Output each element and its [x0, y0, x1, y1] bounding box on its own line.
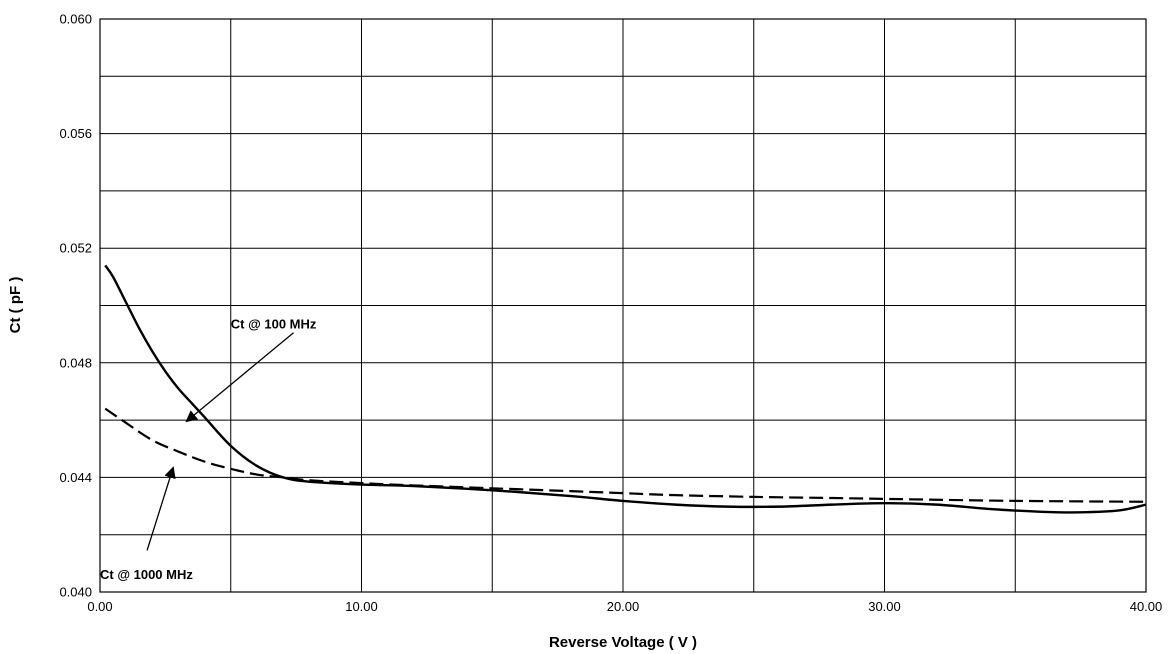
x-axis-tick-labels: 0.00 10.00 20.00 30.00 40.00 [87, 599, 1162, 614]
annotation-label-a1000: Ct @ 1000 MHz [100, 567, 193, 582]
y-axis-title: Ct ( pF ) [7, 277, 24, 334]
x-tick-label: 10.00 [345, 599, 378, 614]
annotations: Ct @ 100 MHz Ct @ 1000 MHz [100, 316, 317, 582]
y-tick-label: 0.056 [59, 126, 92, 141]
x-tick-label: 20.00 [607, 599, 640, 614]
y-tick-label: 0.048 [59, 355, 92, 370]
x-tick-label: 0.00 [87, 599, 112, 614]
x-tick-label: 30.00 [868, 599, 901, 614]
y-tick-label: 0.040 [59, 585, 92, 600]
x-axis-title: Reverse Voltage ( V ) [549, 634, 697, 651]
y-axis-tick-labels: 0.040 0.044 0.048 0.052 0.056 0.060 [59, 12, 92, 600]
annotation-arrow-a1000 [146, 466, 176, 551]
y-tick-label: 0.060 [59, 12, 92, 27]
series-group [104, 264, 1147, 514]
series-line-s1000 [104, 407, 1147, 503]
plot-frame [99, 18, 1147, 593]
x-tick-label: 40.00 [1130, 599, 1163, 614]
y-tick-label: 0.044 [59, 470, 92, 485]
annotation-label-a100: Ct @ 100 MHz [231, 316, 317, 331]
annotation-arrow-a100 [185, 332, 294, 423]
y-tick-label: 0.052 [59, 241, 92, 256]
